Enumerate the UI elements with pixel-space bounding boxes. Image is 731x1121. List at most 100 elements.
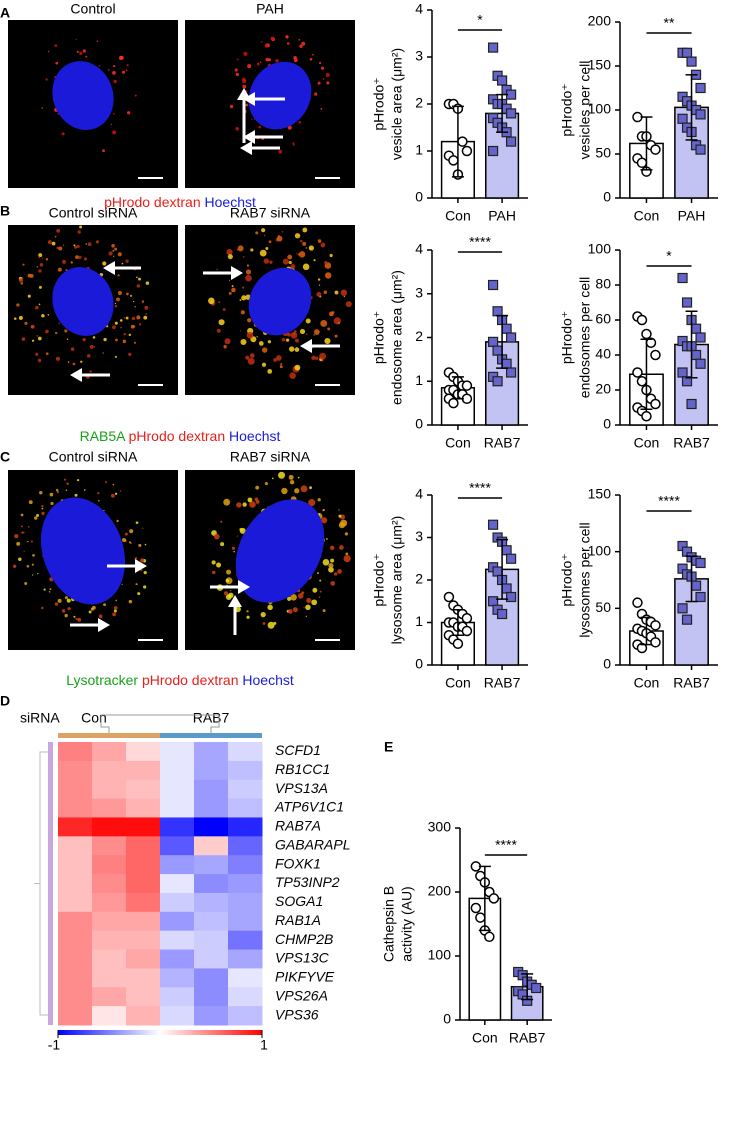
vesicle bbox=[226, 569, 232, 575]
vesicle bbox=[38, 303, 41, 306]
vesicle bbox=[285, 338, 290, 342]
vesicle bbox=[309, 486, 313, 490]
vesicle bbox=[322, 78, 325, 81]
vesicle bbox=[328, 563, 334, 569]
vesicle bbox=[135, 521, 139, 525]
vesicle bbox=[243, 51, 248, 56]
y-tick-label: 3 bbox=[415, 48, 423, 64]
y-axis-label: endosomes per cell bbox=[577, 277, 593, 398]
vesicle bbox=[311, 53, 314, 56]
vesicle bbox=[72, 362, 75, 365]
panel-label: A bbox=[0, 5, 10, 21]
row-label: SCFD1 bbox=[275, 742, 321, 758]
data-point bbox=[475, 912, 486, 923]
vesicle bbox=[57, 267, 62, 272]
vesicle bbox=[98, 64, 101, 67]
vesicle bbox=[56, 228, 61, 233]
data-point bbox=[461, 380, 473, 391]
y-tick-label: 0 bbox=[443, 1011, 451, 1027]
vesicle bbox=[27, 294, 31, 298]
vesicle bbox=[324, 272, 332, 279]
vesicle bbox=[267, 58, 272, 62]
data-point bbox=[686, 56, 697, 67]
vesicle bbox=[246, 615, 250, 619]
vesicle bbox=[121, 262, 124, 265]
vesicle bbox=[102, 261, 107, 266]
panel-label: C bbox=[0, 449, 10, 465]
data-point bbox=[487, 336, 499, 347]
vesicle bbox=[246, 264, 250, 267]
vesicle bbox=[38, 256, 41, 259]
heatmap-cell bbox=[126, 911, 161, 932]
vesicle bbox=[85, 243, 87, 245]
vesicle bbox=[229, 104, 234, 109]
heatmap-cell bbox=[194, 817, 229, 837]
heatmap-cell bbox=[58, 892, 93, 913]
heatmap-cell bbox=[92, 817, 127, 837]
heatmap-cell bbox=[126, 817, 161, 837]
vesicle bbox=[38, 269, 42, 273]
x-tick-label: Con bbox=[445, 208, 471, 224]
vesicle bbox=[340, 519, 348, 527]
data-point bbox=[636, 376, 648, 387]
arrow-head bbox=[135, 559, 147, 573]
heatmap-cell bbox=[92, 874, 127, 894]
vesicle bbox=[289, 479, 295, 485]
vesicle bbox=[35, 305, 39, 310]
x-tick-label: RAB7 bbox=[484, 435, 521, 451]
vesicle bbox=[323, 290, 328, 294]
vesicle bbox=[329, 253, 333, 258]
vesicle bbox=[121, 537, 126, 542]
vesicle bbox=[319, 352, 327, 360]
vesicle bbox=[281, 487, 288, 495]
vesicle bbox=[242, 502, 247, 507]
vesicle bbox=[117, 290, 123, 296]
vesicle bbox=[245, 103, 249, 107]
data-point bbox=[488, 893, 500, 904]
vesicle bbox=[98, 614, 103, 619]
vesicle bbox=[305, 333, 308, 335]
vesicle bbox=[305, 615, 307, 618]
heatmap-cell bbox=[126, 1006, 161, 1026]
vesicle bbox=[33, 516, 38, 520]
vesicle bbox=[128, 352, 132, 356]
y-axis-label: pHrodo⁺ bbox=[559, 83, 575, 136]
vesicle bbox=[319, 61, 322, 65]
vesicle bbox=[35, 352, 39, 356]
vesicle bbox=[320, 107, 323, 110]
vesicle bbox=[264, 482, 268, 486]
data-point bbox=[448, 155, 459, 166]
heatmap-cell bbox=[228, 779, 263, 800]
vesicle bbox=[297, 593, 304, 599]
vesicle bbox=[54, 235, 57, 238]
vesicle bbox=[302, 227, 308, 233]
vesicle bbox=[311, 355, 316, 361]
vesicle bbox=[231, 285, 234, 287]
vesicle bbox=[285, 35, 289, 39]
y-tick-label: 150 bbox=[588, 57, 612, 73]
vesicle bbox=[62, 259, 66, 264]
vesicle bbox=[47, 50, 50, 53]
data-point bbox=[650, 144, 661, 155]
data-point bbox=[695, 358, 706, 369]
data-point bbox=[457, 136, 468, 147]
vesicle bbox=[138, 543, 142, 547]
row-label: RAB1A bbox=[275, 912, 321, 928]
heatmap-cell bbox=[160, 779, 195, 800]
vesicle bbox=[65, 489, 68, 492]
x-tick-label: Con bbox=[445, 675, 471, 691]
vesicle bbox=[55, 356, 60, 361]
vesicle bbox=[241, 286, 245, 289]
vesicle bbox=[45, 78, 48, 81]
vesicle bbox=[134, 341, 137, 344]
vesicle bbox=[102, 352, 104, 354]
vesicle bbox=[128, 333, 132, 337]
vesicle bbox=[239, 330, 242, 332]
vesicle bbox=[239, 527, 246, 534]
row-label: VPS13A bbox=[275, 780, 328, 796]
row-label: TP53INP2 bbox=[275, 874, 340, 890]
vesicle bbox=[294, 347, 300, 352]
vesicle bbox=[311, 599, 318, 606]
vesicle bbox=[114, 355, 117, 358]
vesicle bbox=[112, 483, 115, 486]
